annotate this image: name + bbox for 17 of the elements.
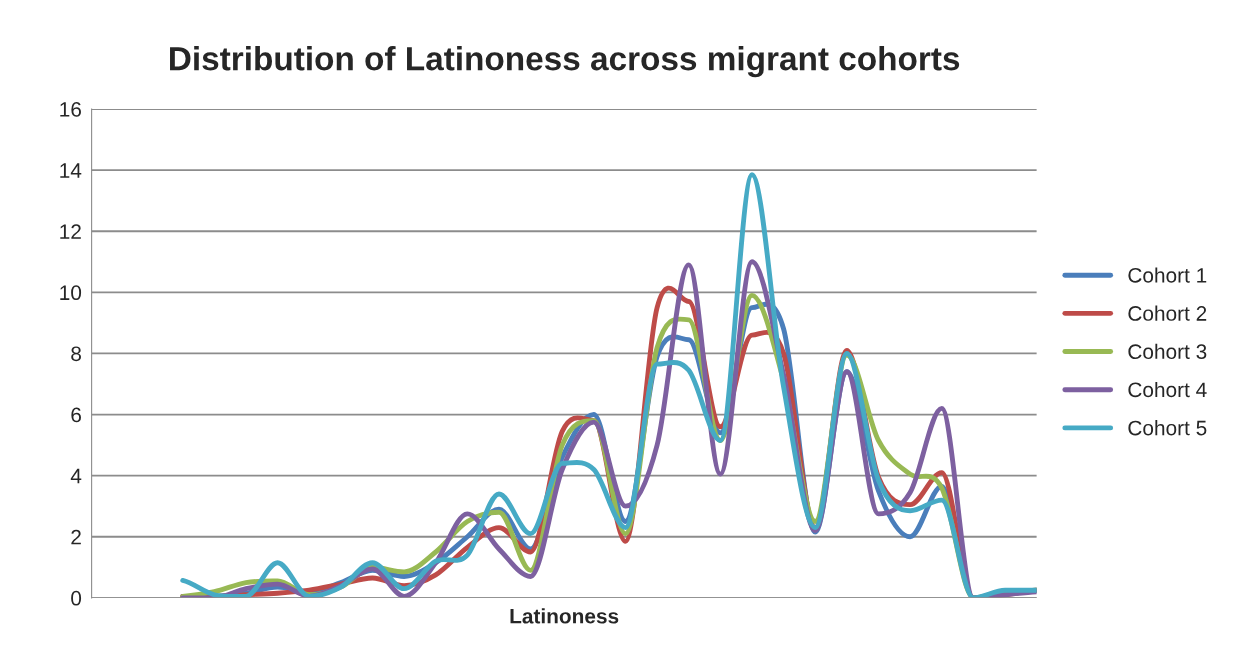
legend-label: Cohort 5 — [1128, 420, 1207, 436]
legend-label: Cohort 1 — [1128, 267, 1207, 283]
y-tick-label: 2 — [71, 529, 81, 545]
legend-label: Cohort 2 — [1128, 305, 1207, 321]
y-tick-label: 6 — [71, 407, 81, 423]
y-tick-label: 8 — [71, 346, 81, 362]
y-tick-label: 0 — [71, 590, 82, 606]
legend-label: Cohort 3 — [1128, 343, 1207, 360]
y-tick-label: 14 — [60, 163, 82, 178]
y-tick-label: 16 — [60, 102, 81, 117]
y-tick-label: 4 — [70, 468, 82, 484]
x-axis-title: Latinoness — [510, 608, 619, 624]
y-tick-label: 12 — [60, 224, 81, 239]
line-series — [180, 172, 1037, 598]
y-tick-label: 10 — [60, 285, 82, 301]
legend-label: Cohort 4 — [1128, 381, 1207, 398]
chart-title: Distribution of Latinoness across migrant cohorts — [170, 46, 960, 78]
